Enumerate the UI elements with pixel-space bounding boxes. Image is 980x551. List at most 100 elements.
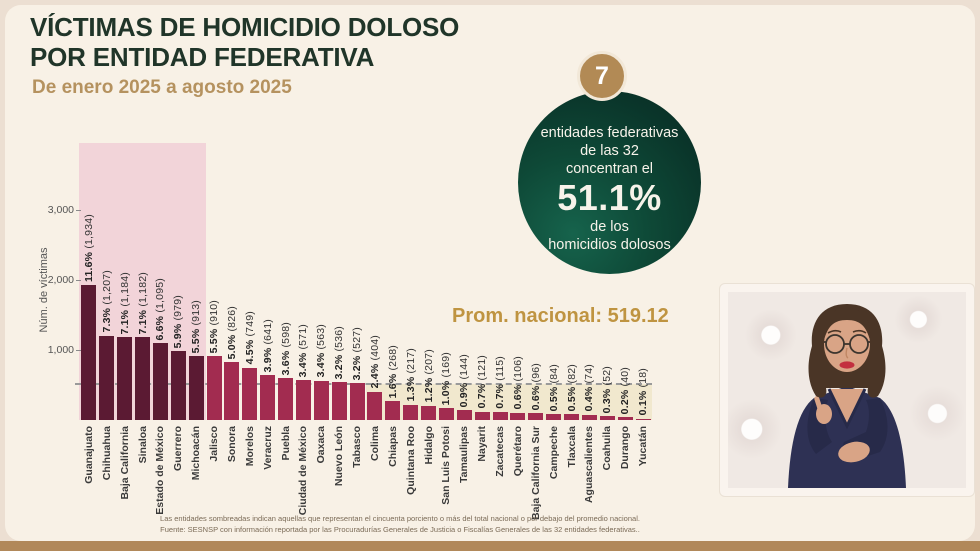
bar-Oaxaca xyxy=(313,380,329,420)
x-axis-label: Yucatán xyxy=(637,426,650,467)
bar-value-label: 3.4% (563) xyxy=(315,324,328,378)
y-tick-label: 3,000 xyxy=(47,204,74,216)
bar-Chiapas xyxy=(385,401,401,420)
bar-value-label-wrap: 3.2% (536) xyxy=(330,194,348,379)
bar-value-label: 1.3% (217) xyxy=(404,348,417,402)
bar-Chihuahua xyxy=(99,335,115,420)
bar-value-label: 0.5% (84) xyxy=(547,363,560,412)
bar-Morelos xyxy=(242,367,258,420)
bar-Sinaloa xyxy=(135,337,151,420)
bar-Aguascalientes xyxy=(581,414,597,420)
bar-Hidalgo xyxy=(421,405,437,420)
bar-Jalisco xyxy=(206,356,222,420)
x-axis-label: Ciudad de México xyxy=(297,426,310,516)
x-axis-label: Estado de México xyxy=(154,426,167,515)
bar-value-label-wrap: 1.2% (207) xyxy=(420,218,438,403)
bar-Campeche xyxy=(546,414,562,420)
bar-Sonora xyxy=(224,362,240,420)
bar-Nuevo León xyxy=(331,382,347,420)
bar-value-label: 7.3% (1,207) xyxy=(100,269,113,333)
x-axis-label: Durango xyxy=(619,426,632,470)
bar-Michoacán xyxy=(188,356,204,420)
bar-value-label: 0.1% (18) xyxy=(637,368,650,416)
y-tick-mark xyxy=(76,350,81,351)
x-axis-label: San Luis Potosi xyxy=(440,426,453,505)
bar-value-label: 3.2% (536) xyxy=(333,326,346,380)
bar-value-label: 3.9% (641) xyxy=(261,318,274,373)
bar-value-label: 3.4% (571) xyxy=(297,323,310,378)
national-average-label: Prom. nacional: 519.12 xyxy=(452,305,669,327)
bar-Tamaulipas xyxy=(456,409,472,420)
bar-value-label-wrap: 6.6% (1,095) xyxy=(152,155,170,341)
bar-value-label: 3.6% (598) xyxy=(279,321,292,376)
x-axis-label: Coahuila xyxy=(601,426,614,471)
bar-Baja California xyxy=(117,337,133,420)
bar-value-label-wrap: 1.3% (217) xyxy=(402,217,420,402)
x-axis-label: Tabasco xyxy=(351,426,364,468)
bar-Estado de México xyxy=(152,343,168,420)
bar-Querétaro xyxy=(510,412,526,420)
bar-value-label-wrap: 11.6% (1,934) xyxy=(80,97,98,282)
page-subtitle: De enero 2025 a agosto 2025 xyxy=(32,77,292,98)
bar-value-label-wrap: 3.9% (641) xyxy=(259,187,277,372)
highlight-line-4: de los xyxy=(590,219,629,235)
bar-Quintana Roo xyxy=(403,404,419,420)
bar-Veracruz xyxy=(260,375,276,420)
x-axis-label: Querétaro xyxy=(511,426,524,477)
highlight-line-1: entidades federativas xyxy=(540,125,679,141)
bar-value-label-wrap: 1.6% (268) xyxy=(384,213,402,398)
x-axis-label: Morelos xyxy=(243,426,256,467)
interpreter-figure xyxy=(788,304,906,488)
x-axis-label: Tamaulipas xyxy=(458,426,471,483)
highlight-line-3: concentran el xyxy=(565,161,654,177)
x-axis-label: Baja California Sur xyxy=(529,426,542,520)
x-axis-label: Baja California xyxy=(118,426,131,500)
bar-value-label: 5.5% (913) xyxy=(190,299,203,354)
x-axis-label: Zacatecas xyxy=(494,426,507,477)
bar-value-label-wrap: 3.6% (598) xyxy=(277,190,295,375)
bar-value-label: 1.2% (207) xyxy=(422,349,435,403)
bar-value-label: 11.6% (1,934) xyxy=(82,213,95,282)
bar-Ciudad de México xyxy=(295,380,311,420)
bar-value-label: 1.6% (268) xyxy=(386,344,399,399)
highlight-circle: entidades federativas de las 32 concentr… xyxy=(518,91,701,274)
bar-value-label: 6.6% (1,095) xyxy=(154,277,167,341)
x-axis-label: Sonora xyxy=(225,426,238,463)
highlight-line-2: de las 32 xyxy=(580,143,639,159)
footnote-line1: Las entidades sombreadas indican aquella… xyxy=(160,514,640,523)
bar-value-label-wrap: 7.1% (1,182) xyxy=(134,149,152,335)
bar-value-label: 7.1% (1,184) xyxy=(118,271,131,335)
x-axis-label: Quintana Roo xyxy=(404,426,417,495)
highlight-line-5: homicidios dolosos xyxy=(548,237,671,253)
bar-Colima xyxy=(367,391,383,420)
x-axis-label: Campeche xyxy=(547,426,560,480)
page-title-line2: POR ENTIDAD FEDERATIVA xyxy=(30,42,375,73)
x-axis-label: Jalisco xyxy=(208,426,221,462)
y-tick-label: 2,000 xyxy=(47,274,74,286)
bar-Zacatecas xyxy=(492,411,508,420)
x-axis-label: Chiapas xyxy=(386,426,399,467)
bar-value-label: 0.6% (106) xyxy=(511,356,524,410)
bar-value-label: 0.4% (74) xyxy=(583,364,596,412)
bar-value-label: 0.7% (121) xyxy=(476,355,489,409)
footnote: Las entidades sombreadas indican aquella… xyxy=(60,514,740,535)
bar-value-label-wrap: 3.2% (527) xyxy=(348,195,366,380)
bar-value-label-wrap: 2.4% (404) xyxy=(366,204,384,388)
bar-value-label-wrap: 3.4% (563) xyxy=(312,193,330,378)
sign-language-interpreter-card xyxy=(720,284,974,496)
bar-Puebla xyxy=(278,378,294,420)
bar-value-label-wrap: 5.5% (910) xyxy=(205,168,223,353)
bar-Tabasco xyxy=(349,383,365,420)
x-axis-label: Chihuahua xyxy=(100,426,113,481)
x-axis-label: Oaxaca xyxy=(315,426,328,464)
bar-Yucatán xyxy=(635,418,651,420)
x-axis-label: Aguascalientes xyxy=(583,426,596,504)
x-axis-label: Nuevo León xyxy=(333,426,346,487)
bar-Nayarit xyxy=(474,411,490,420)
x-axis-label: Guanajuato xyxy=(82,426,95,484)
x-axis-label: Nayarit xyxy=(476,426,489,462)
highlight-percentage: 51.1% xyxy=(557,177,662,218)
y-tick-label: 1,000 xyxy=(47,344,74,356)
bar-Guanajuato xyxy=(81,284,97,420)
bar-value-label-wrap: 4.5% (749) xyxy=(241,180,259,364)
